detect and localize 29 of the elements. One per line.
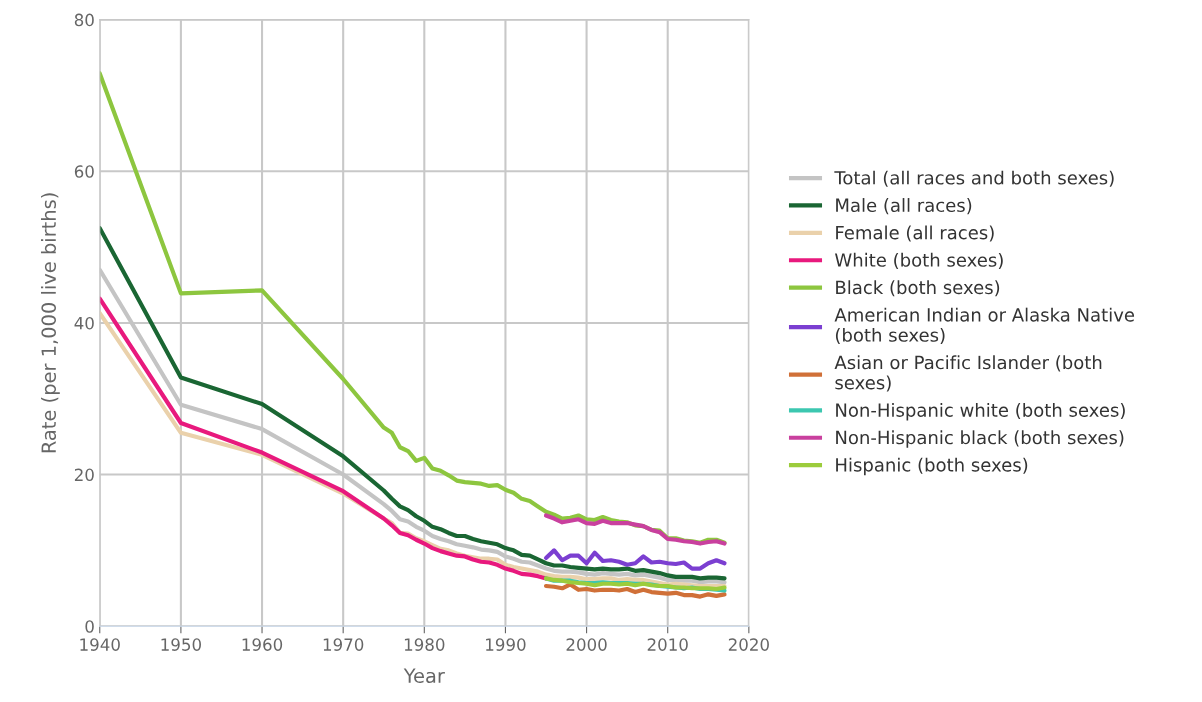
x-tick-label: 1950 [161,638,201,651]
x-tick-label: 2010 [647,638,688,651]
x-axis-title: Year [403,668,445,684]
x-tick-label: 2020 [728,638,769,651]
legend-label: Non-Hispanic white (both sexes) [836,402,1125,421]
y-tick-label: 60 [74,165,94,178]
legend-label: White (both sexes) [834,252,1003,269]
x-tick-label: 2000 [566,638,607,651]
x-tick-label: 1940 [80,638,120,651]
y-tick-label: 0 [85,620,94,633]
legend-label: Hispanic (both sexes) [836,457,1028,476]
x-tick-label: 1970 [323,638,364,651]
legend-label: American Indian or Alaska Native (both sexes) [834,307,1135,344]
legend-label: Black (both sexes) [836,280,1000,297]
x-tick-label: 1960 [242,638,283,651]
legend-label: Asian or Pacific Islander (both sexes) [834,355,1102,392]
line-series [543,513,727,546]
line-series [543,548,727,571]
legend-label: Male (all races) [836,198,972,215]
legend-label: Total (all races and both sexes) [834,170,1114,187]
y-axis-title: Rate (per 1,000 live births) [40,193,60,453]
y-tick-label: 80 [74,13,94,27]
legend-label: Female (all races) [836,225,994,242]
x-tick-label: 1990 [486,638,526,651]
x-tick-label: 1980 [404,638,445,651]
y-tick-label: 40 [74,316,94,330]
legend-label: Non-Hispanic black (both sexes) [836,430,1124,448]
line-series [543,582,727,599]
y-tick-label: 20 [74,468,94,482]
